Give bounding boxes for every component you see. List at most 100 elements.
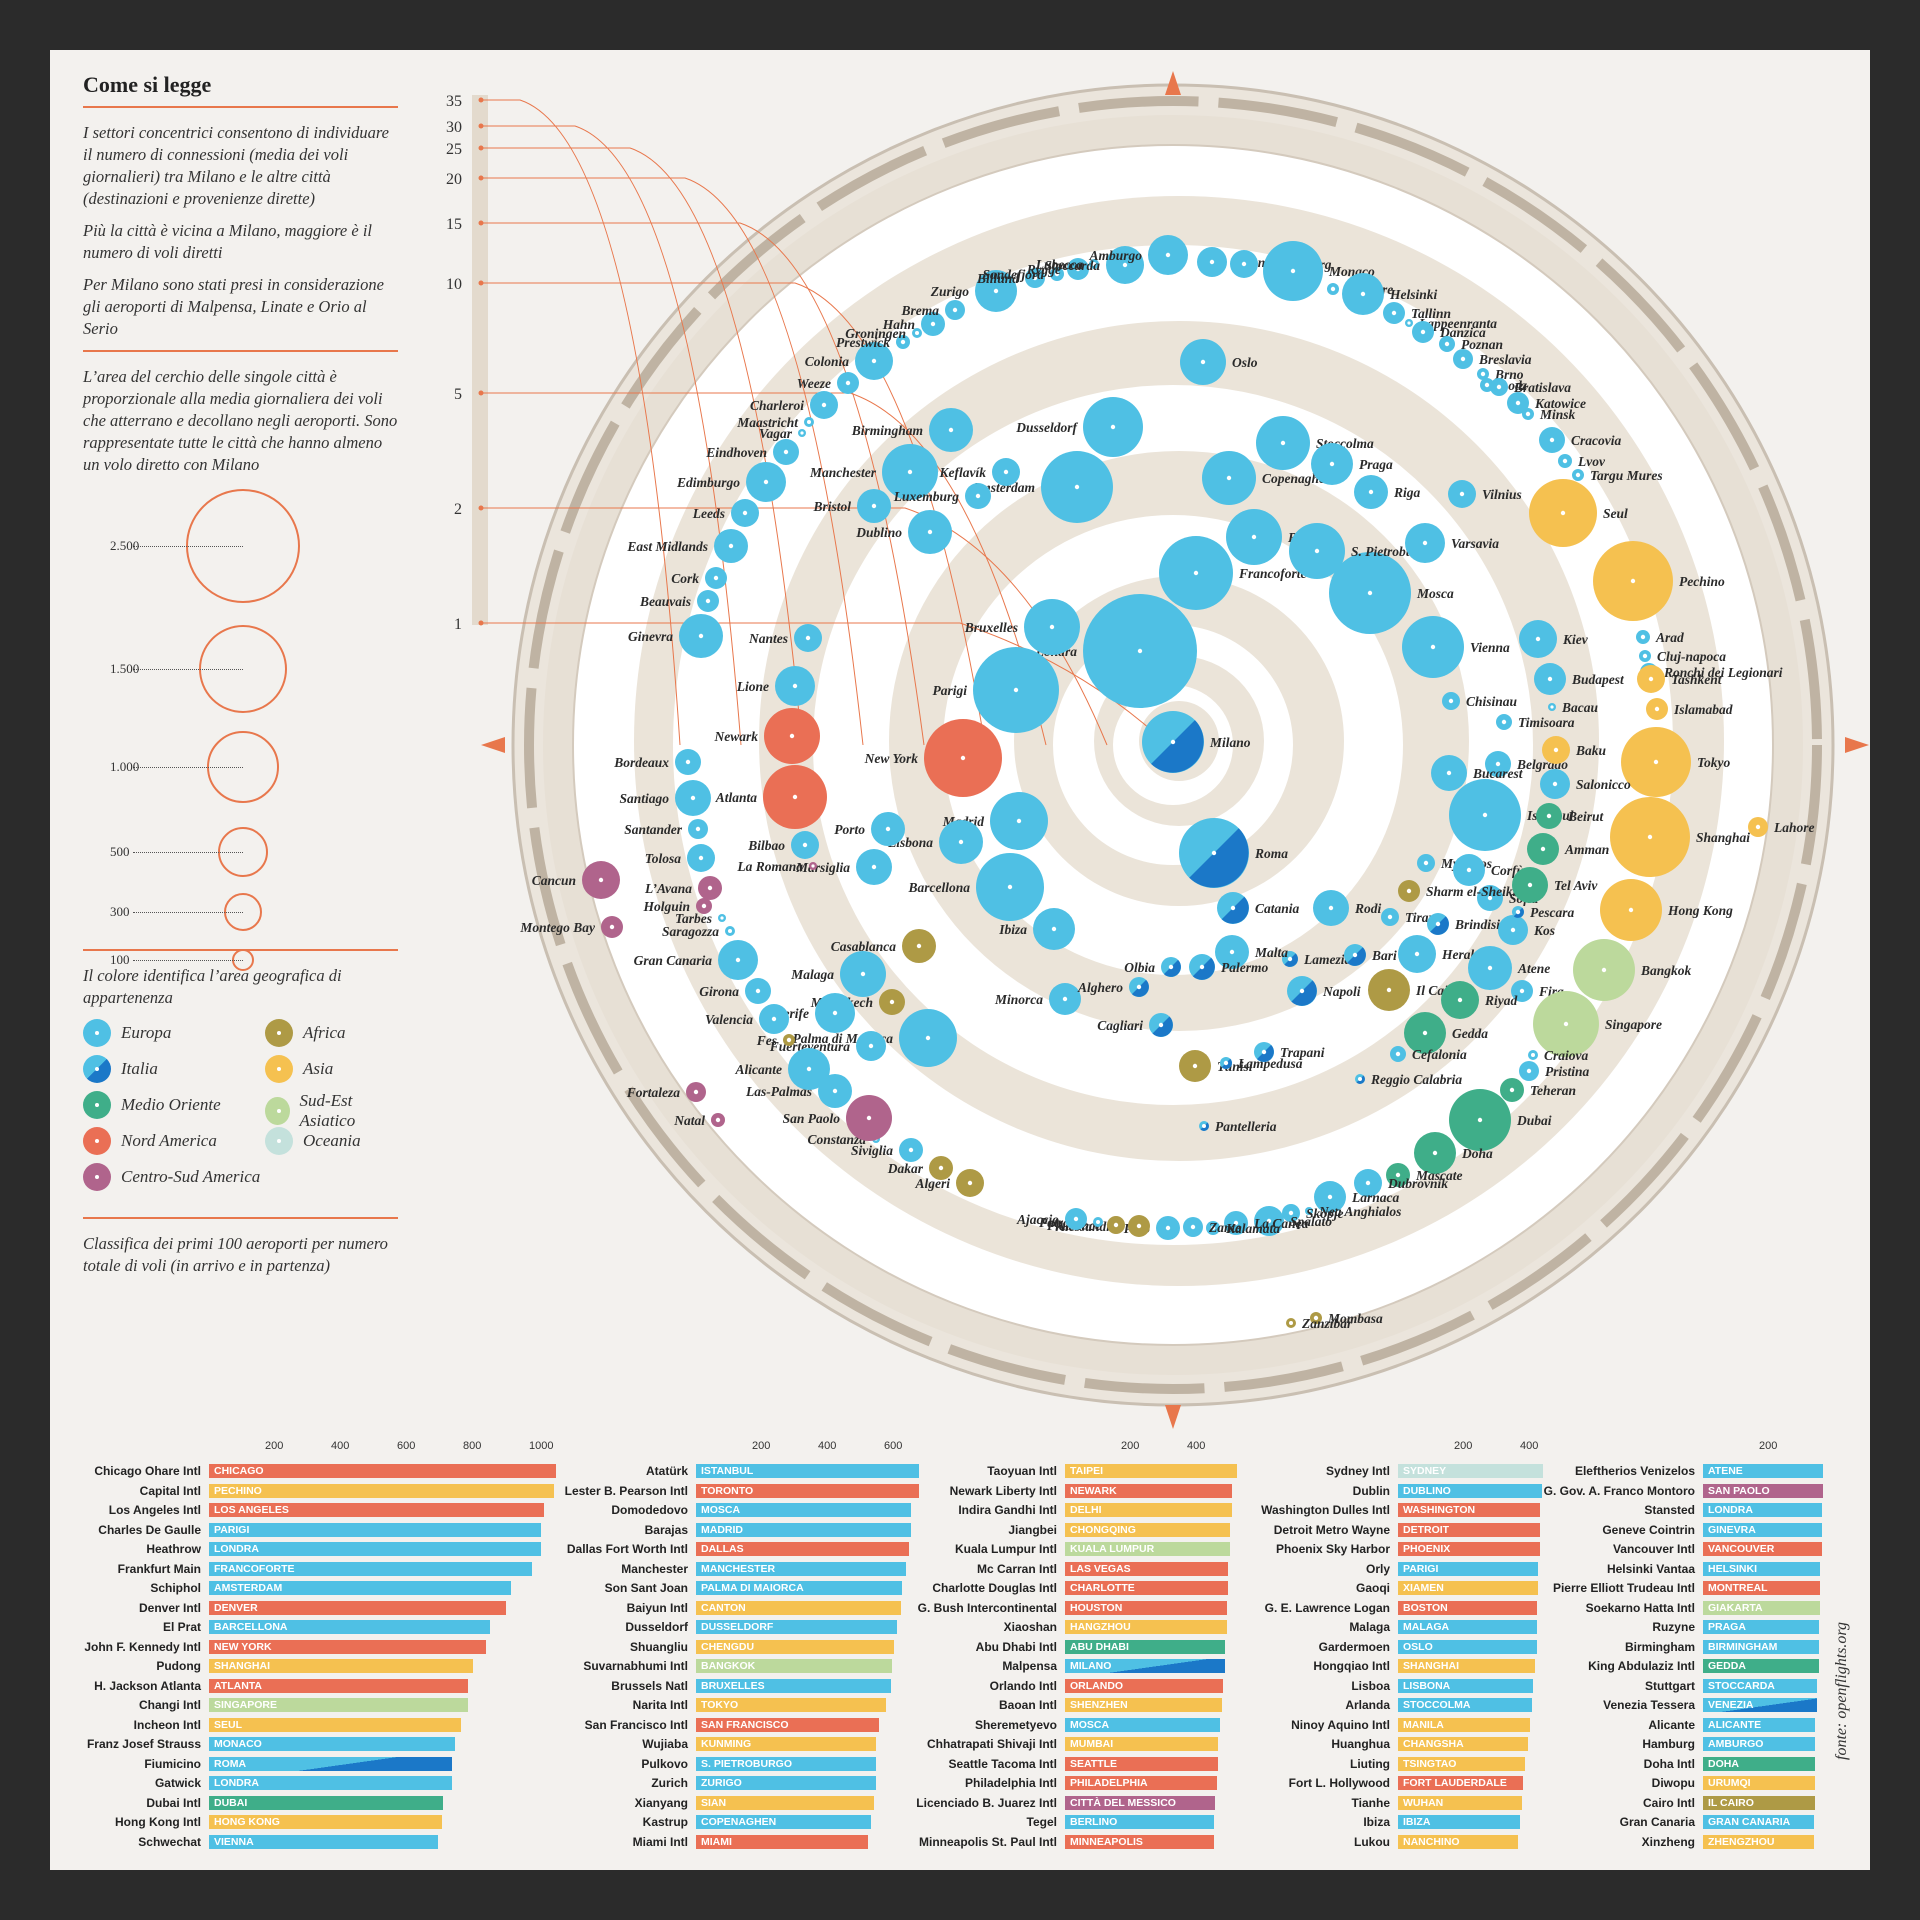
city-center-dot [900,339,906,345]
ranking-city-label: IL CAIRO [1708,1796,1754,1809]
ranking-city-label: ZURIGO [701,1777,742,1789]
ranking-row: Domodedovo MOSCA [540,1501,911,1521]
city-center-dot [1352,952,1358,958]
city-center-dot [845,380,851,386]
ranking-airport-name: Arlanda [1345,1698,1390,1712]
city-center-dot [1165,1225,1171,1231]
city-center-dot [1407,321,1411,325]
ranking-bar: ROMA [209,1756,452,1771]
ranking-bar: SAN FRANCISCO [696,1717,880,1732]
ranking-bar: ISTANBUL [696,1464,919,1478]
ranking-bar: XIAMEN [1398,1581,1539,1595]
ranking-airport-name: Cairo Intl [1642,1795,1695,1810]
ranking-airport-name: Fort L. Hollywood [1288,1776,1390,1790]
ranking-axis-tick: 400 [1187,1440,1206,1452]
ranking-column: 200 400 600 800 1000 Chicago Ohare Intl CHICAG… [83,1440,556,1852]
city-center-dot [948,427,954,433]
city-bubble-italy-half [1192,957,1215,980]
city-label: Nantes [748,631,788,646]
ranking-city-label: SAN FRANCISCO [701,1718,789,1731]
city-center-dot [1642,653,1648,659]
legend-item: Africa [265,1019,346,1047]
ranking-bar: SYDNEY [1398,1464,1544,1478]
ranking-row: Hong Kong Intl HONG KONG [83,1813,442,1833]
legend-label: Africa [303,1023,346,1042]
ranking-city-label: MOSCA [701,1504,741,1516]
ranking-bar: SEATTLE [1065,1756,1219,1771]
ranking-bar: SINGAPORE [209,1698,469,1712]
scale-tick-label: 20 [446,171,462,188]
scale-connector [481,622,1169,746]
ranking-city-label: DELHI [1070,1504,1102,1516]
ranking-bar: CANTON [696,1600,901,1615]
ranking-bar: PHILADELPHIA [1065,1776,1217,1790]
ranking-airport-name: Kuala Lumpur Intl [955,1542,1057,1556]
city-label: New York [864,751,919,766]
city-label: Cork [671,571,699,586]
city-label: La Canea [1253,1216,1309,1231]
ranking-airport-name: Heathrow [146,1542,201,1556]
city-label: Bacau [1561,700,1598,715]
ranking-airport-name: G. E. Lawrence Logan [1264,1600,1390,1615]
city-label: Cancun [532,873,576,888]
city-center-dot [1329,461,1335,467]
legend-swatch [83,1055,111,1083]
ranking-airport-name: Miami Intl [632,1834,688,1849]
ranking-row: Tegel BERLINO [920,1813,1214,1833]
ranking-bar: BOSTON [1398,1600,1537,1615]
ranking-axis: 200 400 [920,1440,1205,1462]
scale-connector [481,99,681,746]
ranking-city-label: DENVER [214,1601,258,1614]
ranking-row: Ruzyne PRAGA [1550,1618,1819,1638]
city-center-dot [1032,275,1038,281]
city-center-dot [1563,1021,1569,1027]
city-label: Teheran [1530,1083,1576,1098]
ranking-airport-name: Hong Kong Intl [115,1815,201,1829]
ranking-row: San Francisco Intl SAN FRANCISCO [540,1716,880,1736]
size-legend-label: 100 [110,952,130,967]
ranking-bar: SIAN [696,1795,875,1810]
ranking-row: Lukou NANCHINO [1250,1833,1519,1853]
legend-label: Asia [303,1059,334,1078]
city-center-dot [755,988,761,994]
ranking-city-label: TOKYO [701,1699,739,1711]
city-label: Reggio Calabria [1370,1072,1462,1087]
ranking-city-label: URUMQI [1708,1777,1751,1789]
ranking-row: Pudong SHANGHAI [83,1657,473,1677]
city-label: La Romana [736,859,803,874]
ranking-row: El Prat BARCELLONA [83,1618,490,1638]
color-legend: Europa Italia Medio Oriente Nord America Cen… [83,1019,398,1209]
ranking-row: Baiyun Intl CANTON [540,1599,901,1619]
size-legend-label: 2.500 [110,538,140,553]
legend-item: Medio Oriente [83,1091,221,1119]
city-label: Targu Mures [1590,468,1663,483]
city-label: Tashkent [1671,672,1723,687]
city-center-dot [1435,921,1441,927]
city-label: Gedda [1452,1026,1488,1041]
ranking-bar: MOSCA [1065,1717,1221,1732]
ranking-bar: VANCOUVER [1703,1542,1822,1556]
ranking-row: Newark Liberty Intl NEWARK [920,1482,1232,1502]
ranking-column: 200 400 600 Atatürk ISTANBUL Lester B. Pearso… [540,1440,919,1852]
scale-connector [481,147,803,746]
ranking-airport-name: Frankfurt Main [117,1561,201,1576]
ranking-row: G. Gov. A. Franco Montoro SAN PAOLO [1544,1482,1824,1502]
ranking-bar: CHICAGO [209,1464,556,1478]
ranking-axis: 200 400 600 [540,1440,902,1462]
ranking-city-label: SINGAPORE [214,1699,278,1711]
ranking-airport-name: Diwopu [1651,1776,1695,1790]
ranking-bar: BANGKOK [696,1659,893,1673]
ranking-row: Huanghua CHANGSHA [1250,1735,1529,1755]
ranking-bar: DENVER [209,1600,506,1615]
city-center-dot [1299,988,1305,994]
city-label: Lvov [1577,454,1606,469]
city-label: Lampedusa [1237,1056,1303,1071]
city-label: Ibiza [998,922,1027,937]
ranking-airport-name: Ruzyne [1652,1620,1695,1634]
city-center-dot [1477,1117,1483,1123]
ranking-axis-tick: 200 [1121,1440,1140,1452]
legend-item: Sud-Est Asiatico [265,1091,398,1131]
ranking-row: Hongqiao Intl SHANGHAI [1250,1657,1535,1677]
city-center-dot [1535,636,1541,642]
city-center-dot [1062,996,1068,1002]
